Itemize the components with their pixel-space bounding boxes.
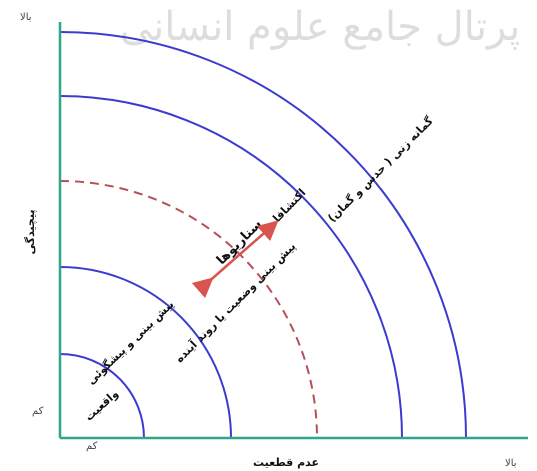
y-axis-high-label: بالا [20,12,32,23]
arc-reality [59,353,145,439]
scenario-double-arrow [191,220,279,299]
zone-label-scenarios: سناریوها [214,217,265,268]
arc-prediction [59,266,232,439]
y-axis-title: پیچیدگی [24,210,37,255]
y-axis-low-label: کم [32,406,44,417]
x-axis-high-label: بالا [505,458,517,469]
x-axis-low-label: کم [86,441,98,452]
zone-label-speculation: گمانه زنی ( حدس و گمان) [325,114,436,225]
x-axis-title: عدم قطعیت [253,456,319,469]
arc-explorations [59,95,403,439]
watermark-text: پرتال جامع علوم انسانی [120,4,521,50]
arc-speculation [59,31,467,439]
zone-label-prediction: پیش بینی و پیشگوئی [85,298,177,387]
zone-label-explorations: اکتشافات [263,186,309,233]
zone-label-reality: واقعیت [82,387,121,424]
